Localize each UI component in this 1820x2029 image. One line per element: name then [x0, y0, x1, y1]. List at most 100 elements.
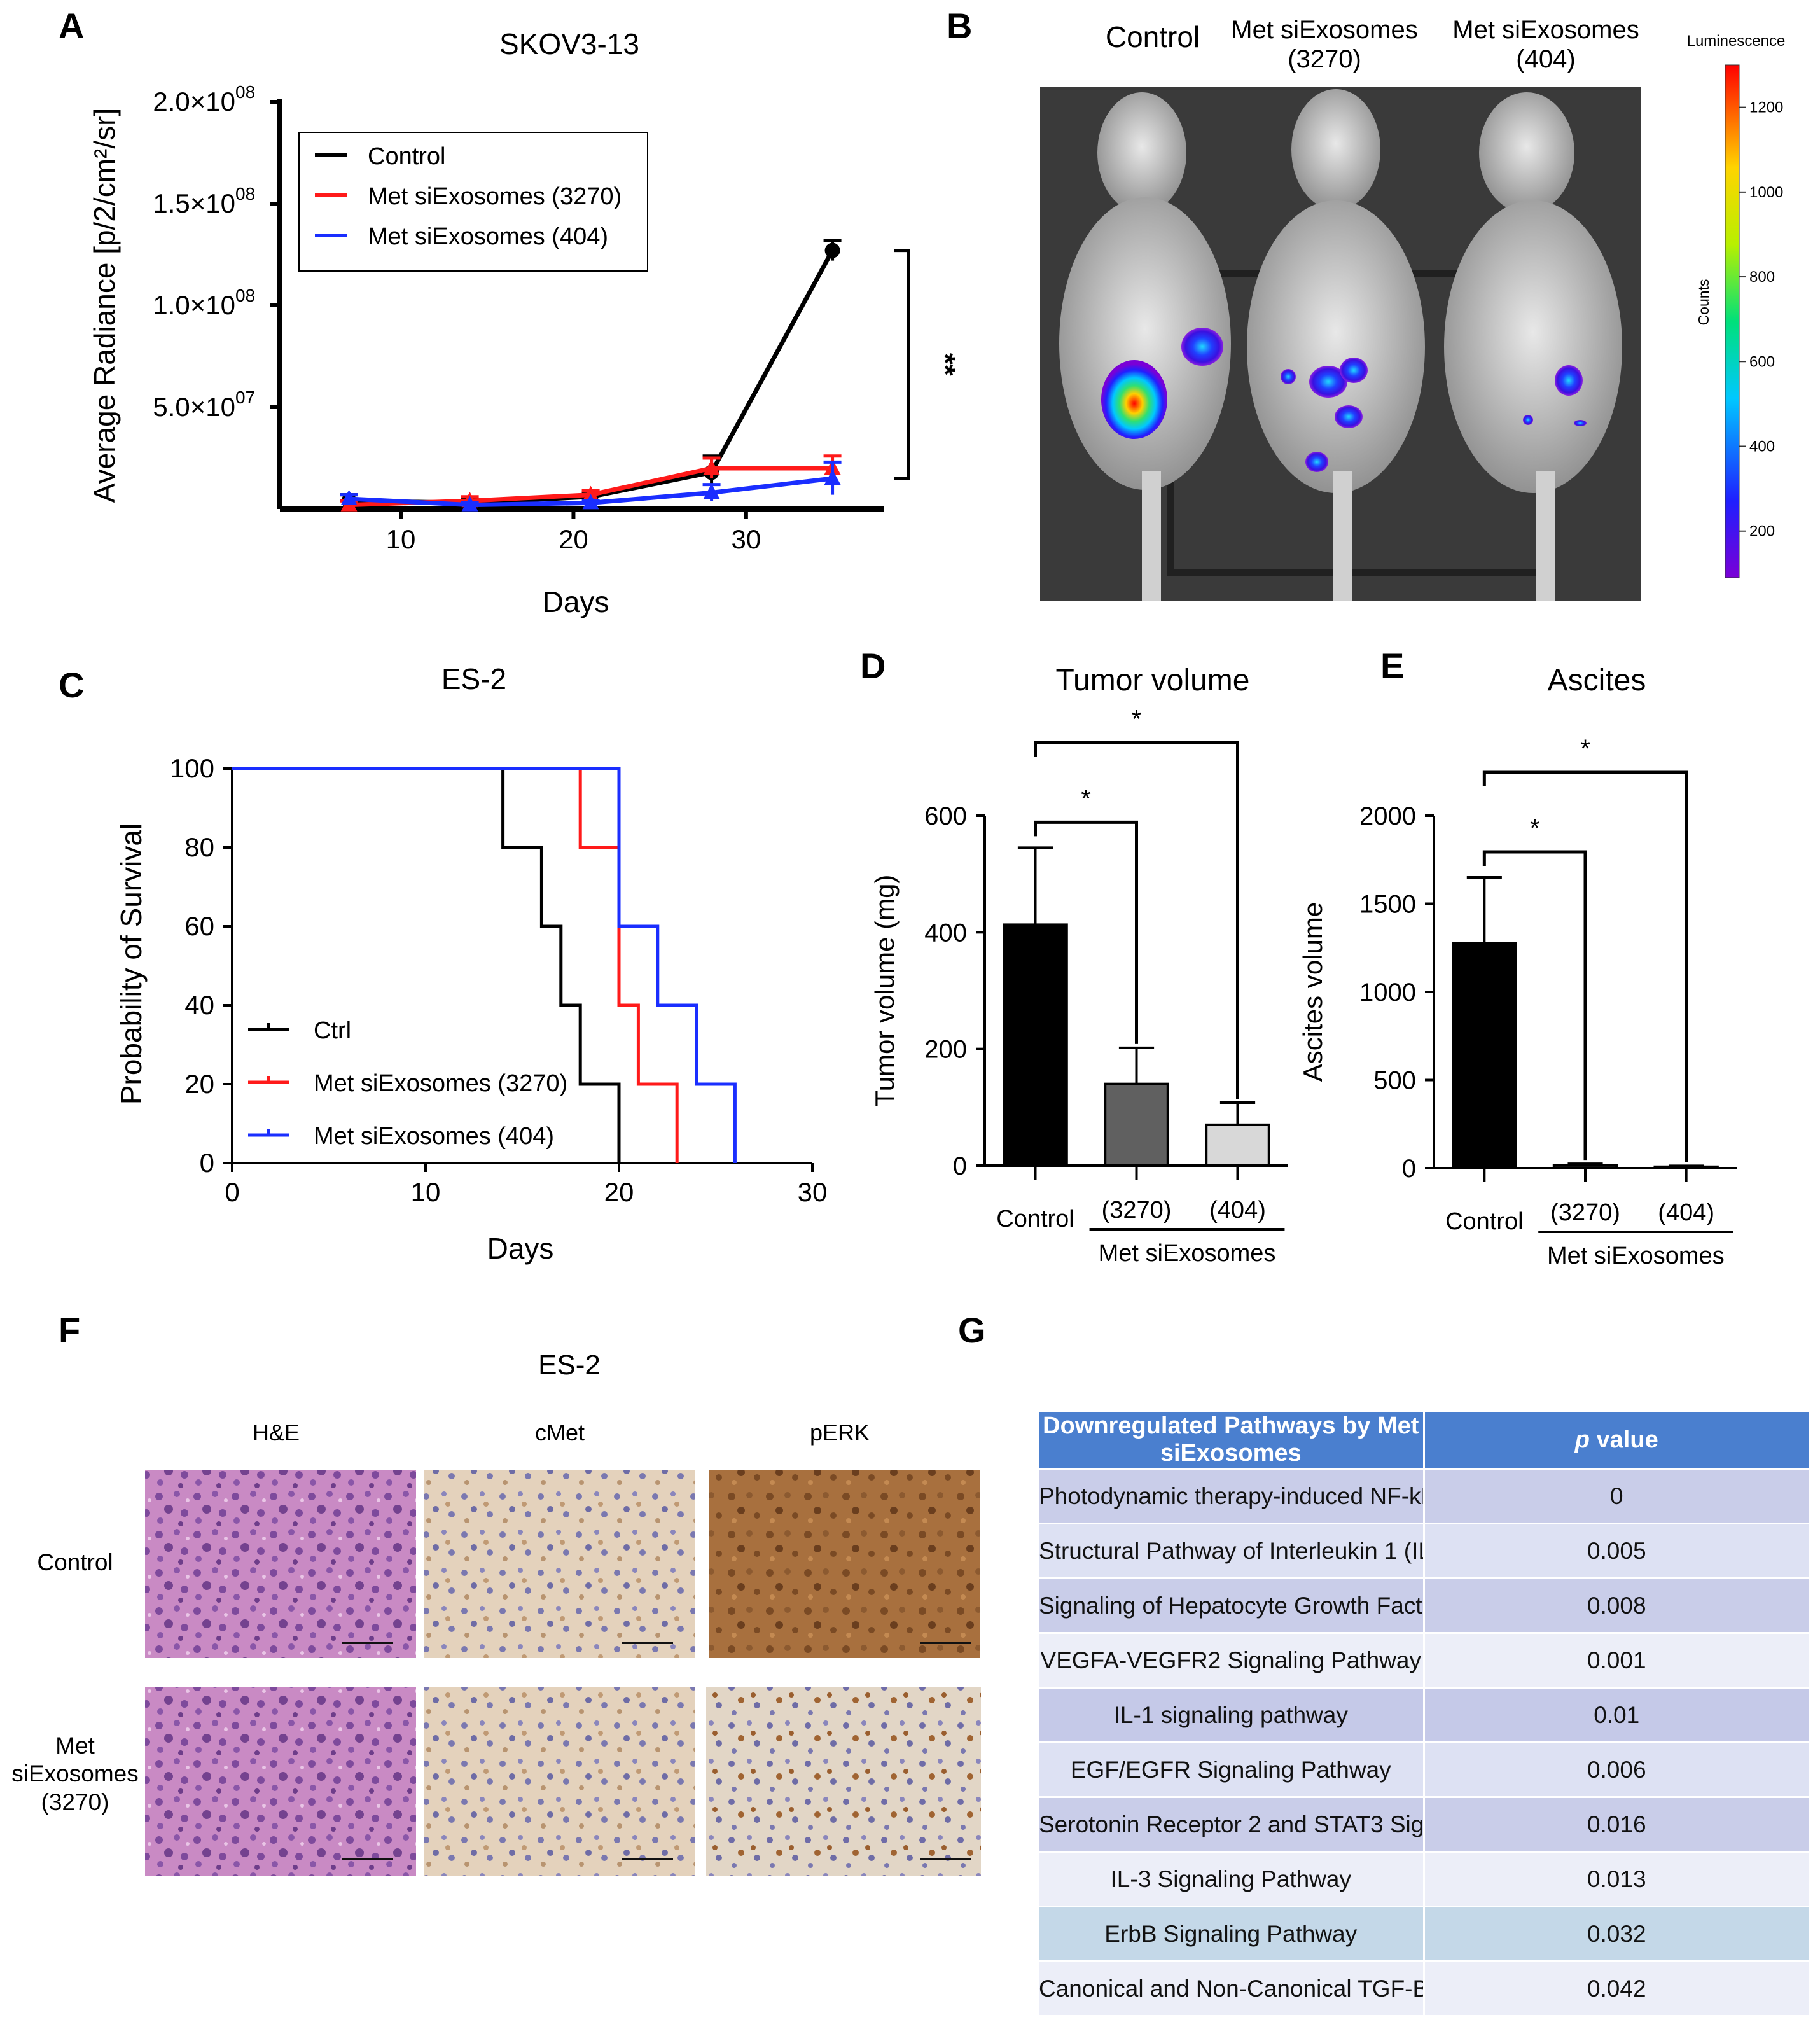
- chart-c-x-tick-label: 10: [411, 1177, 441, 1207]
- table-row: Photodynamic therapy-induced NF-kB survi…: [1037, 1468, 1810, 1524]
- signal-blob-3270-c: [1335, 405, 1363, 428]
- chart-c-y-tick-label: 60: [184, 911, 214, 941]
- chart-a-significance-label: **: [929, 353, 962, 376]
- chart-c-survival-curve-1: [232, 767, 679, 1163]
- chart-a-y-tick-exponent: 08: [235, 286, 255, 305]
- chart-e-y-axis-label: Ascites volume: [1298, 902, 1328, 1082]
- table-row: EGF/EGFR Signaling Pathway 0.006: [1037, 1741, 1810, 1798]
- chart-a-point: [340, 490, 358, 505]
- chart-d-y-tick-label: 400: [924, 919, 967, 947]
- chart-a-x-tick-label: 30: [731, 524, 761, 554]
- chart-a-title: SKOV3-13: [499, 27, 639, 60]
- chart-c-survival-curve-0: [232, 767, 621, 1163]
- colorbar-tick-label: 1000: [1749, 184, 1783, 201]
- row-label-met-line1: Met: [55, 1733, 95, 1759]
- imaging-column-3270-line1: Met siExosomes: [1231, 16, 1417, 44]
- colorbar-ticks: 200 400 600 800 1000 1200: [1739, 99, 1783, 540]
- chart-a-y-tick-label: 5.0×10: [153, 392, 235, 422]
- row-label-met-line3: (3270): [41, 1789, 109, 1815]
- chart-d-significance-bracket: [1034, 741, 1239, 1099]
- pathway-cell: Photodynamic therapy-induced NF-kB survi…: [1037, 1468, 1425, 1524]
- chart-a-point: [824, 470, 841, 485]
- chart-a-point: [703, 484, 720, 499]
- chart-a-legend-label: Met siExosomes (404): [368, 223, 608, 250]
- chart-c-survival-curve-2: [232, 767, 737, 1163]
- pathway-cell: Signaling of Hepatocyte Growth Factor Re…: [1037, 1577, 1425, 1634]
- chart-c-survival: ES-2 0 10 20 30 0 20 40 60 80 100 Days Probability o…: [115, 662, 827, 1265]
- chart-e-significance-bracket: [1482, 770, 1688, 1162]
- chart-c-x-tick-label: 20: [604, 1177, 634, 1207]
- stain-label-cmet: cMet: [535, 1419, 585, 1446]
- table-row: Structural Pathway of Interleukin 1 (IL-…: [1037, 1523, 1810, 1579]
- chart-a-legend-label: Control: [368, 143, 446, 170]
- colorbar-axis-label: Counts: [1695, 279, 1712, 326]
- chart-d-title: Tumor volume: [1056, 664, 1250, 697]
- p-value-cell: 0.006: [1422, 1741, 1810, 1798]
- imaging-column-control: Control: [1106, 20, 1200, 53]
- signal-blob-control-upper: [1181, 328, 1223, 366]
- p-value-cell: 0.01: [1422, 1687, 1810, 1743]
- chart-a-legend-box: [298, 132, 648, 272]
- pathway-cell: VEGFA-VEGFR2 Signaling Pathway: [1037, 1632, 1425, 1689]
- pathway-table: Downregulated Pathways by Met siExosomes…: [1037, 1410, 1810, 2017]
- chart-d-y-axis-label: Tumor volume (mg): [870, 875, 900, 1107]
- imaging-column-3270-line2: (3270): [1288, 45, 1361, 73]
- pathway-cell: IL-1 signaling pathway: [1037, 1687, 1425, 1743]
- pathway-cell: Structural Pathway of Interleukin 1 (IL-…: [1037, 1523, 1425, 1579]
- tile-met-perk: [706, 1687, 981, 1876]
- stain-label-he: H&E: [253, 1419, 300, 1446]
- panel-letter-f: F: [59, 1310, 80, 1350]
- header-p-italic: p: [1574, 1426, 1590, 1453]
- panel-letter-g: G: [958, 1310, 986, 1350]
- imaging-column-404-line1: Met siExosomes: [1452, 16, 1639, 44]
- chart-c-legend-label: Met siExosomes (3270): [314, 1070, 567, 1097]
- histology-title: ES-2: [538, 1349, 601, 1381]
- chart-c-legend-label: Ctrl: [314, 1017, 351, 1044]
- pathway-cell: Canonical and Non-Canonical TGF-B signal…: [1037, 1960, 1425, 2017]
- tile-met-cmet: [424, 1687, 695, 1876]
- chart-d-bar: [1003, 923, 1068, 1167]
- chart-d-y-tick-label: 200: [924, 1036, 967, 1064]
- colorbar-title: Luminescence: [1687, 32, 1786, 50]
- colorbar-tick-label: 400: [1749, 438, 1775, 456]
- chart-e-title: Ascites: [1548, 664, 1646, 697]
- table-header-row: Downregulated Pathways by Met siExosomes…: [1037, 1410, 1810, 1470]
- signal-blob-404-a: [1555, 365, 1583, 396]
- p-value-cell: 0.008: [1422, 1577, 1810, 1634]
- chart-e-bar: Ascites 0 500 1000 1500 2000 Ascites volume Con…: [1298, 664, 1737, 1269]
- chart-e-significance-bracket: [1482, 850, 1587, 1161]
- chart-d-y-tick-label: 0: [953, 1152, 967, 1180]
- tile-met-he: [145, 1687, 416, 1876]
- chart-a-point: [582, 494, 599, 510]
- header-pathway: Downregulated Pathways by Met siExosomes: [1037, 1410, 1425, 1470]
- chart-d-group-label: Met siExosomes: [1099, 1240, 1276, 1267]
- chart-a-x-tick-label: 20: [559, 524, 588, 554]
- signal-blob-404-b: [1523, 415, 1533, 425]
- colorbar-tick-label: 600: [1749, 353, 1775, 370]
- p-value-cell: 0.001: [1422, 1632, 1810, 1689]
- chart-d-significance-bracket: [1034, 820, 1138, 1044]
- tile-control-perk: [709, 1470, 980, 1658]
- mouse-404: [1444, 92, 1622, 601]
- chart-c-y-tick-label: 0: [200, 1148, 214, 1178]
- chart-d-significance-label: *: [1132, 705, 1142, 733]
- chart-d-significance-label: *: [1081, 784, 1091, 812]
- table-row: ErbB Signaling Pathway 0.032: [1037, 1906, 1810, 1962]
- chart-e-category-label: Control: [1445, 1208, 1524, 1235]
- chart-c-y-tick-label: 80: [184, 832, 214, 862]
- chart-a-x-tick-label: 10: [386, 524, 416, 554]
- chart-e-group-label: Met siExosomes: [1547, 1243, 1725, 1269]
- mouse-3270: [1247, 89, 1425, 601]
- chart-e-y-tick-label: 0: [1402, 1155, 1416, 1183]
- signal-blob-3270-e: [1281, 369, 1296, 384]
- chart-c-x-axis-label: Days: [487, 1232, 554, 1265]
- table-row: IL-3 Signaling Pathway 0.013: [1037, 1851, 1810, 1907]
- chart-a-x-axis-label: Days: [543, 585, 609, 618]
- row-label-met-line2: siExosomes: [11, 1761, 138, 1787]
- chart-d-bar: [1205, 1123, 1270, 1168]
- chart-e-category-label: (3270): [1550, 1199, 1620, 1226]
- chart-c-y-tick-label: 100: [170, 753, 214, 783]
- header-p-rest: value: [1589, 1426, 1658, 1453]
- chart-c-y-tick-label: 40: [184, 990, 214, 1020]
- chart-e-bar: [1452, 942, 1517, 1169]
